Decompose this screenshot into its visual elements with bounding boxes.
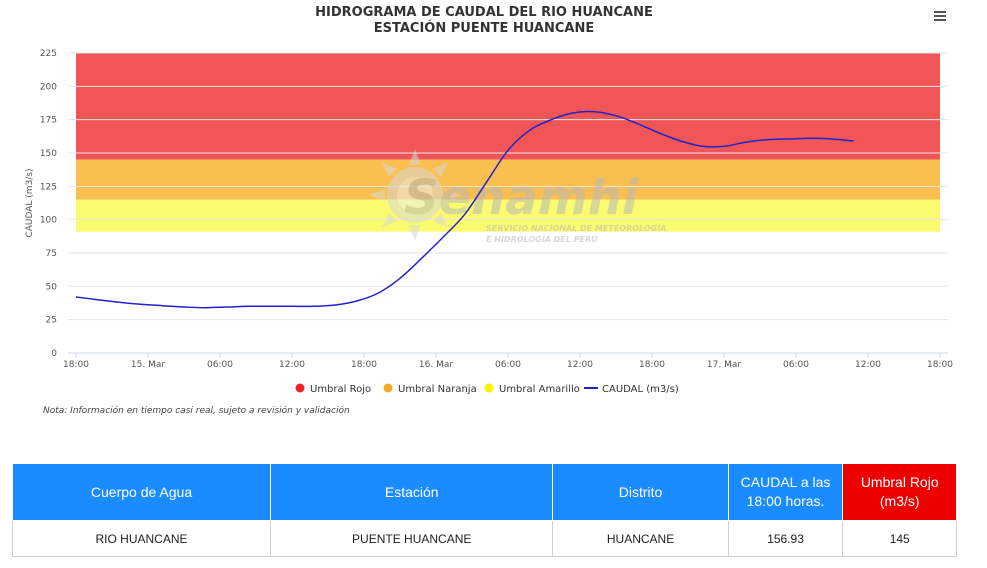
cell-distrito: HUANCANE: [552, 520, 729, 557]
chart-legend: Umbral Rojo Umbral Naranja Umbral Amarillo…: [295, 383, 679, 395]
legend-item-label: Umbral Naranja: [398, 384, 477, 395]
watermark-brand: Senamhi: [404, 170, 639, 226]
x-tick-label: 12:00: [855, 360, 881, 370]
chart-title: HIDROGRAMA DE CAUDAL DEL RIO HUANCANE: [315, 5, 653, 20]
header-estacion: Estación: [270, 463, 554, 521]
y-tick-label: 125: [40, 182, 57, 192]
y-tick-label: 100: [40, 216, 57, 226]
header-umbral-rojo: Umbral Rojo (m3/s): [842, 463, 957, 521]
x-tick-label: 12:00: [567, 360, 593, 370]
legend-marker: [295, 383, 305, 393]
header-distrito: Distrito: [552, 463, 729, 521]
x-tick-label: 12:00: [279, 360, 305, 370]
y-tick-label: 50: [46, 282, 58, 292]
x-tick-label: 06:00: [495, 360, 521, 370]
series-layer: [75, 110, 854, 309]
legend-item-label: CAUDAL (m3/s): [602, 384, 679, 395]
hydrograph-chart: Senamhi SERVICIO NACIONAL DE METEOROLOGÍ…: [25, 5, 953, 395]
legend-item-label: Umbral Rojo: [310, 384, 371, 395]
band-umbral-rojo: [76, 53, 940, 160]
y-tick-label: 75: [46, 249, 57, 259]
x-tick-labels: 18:00 15. Mar 06:00 12:00 18:00 16. Mar 06:00 1…: [63, 353, 953, 370]
grid-lines: [68, 52, 948, 321]
header-caudal: CAUDAL a las 18:00 horas.: [727, 463, 844, 521]
cell-cuerpo-de-agua: RIO HUANCANE: [11, 520, 272, 557]
menu-bar-top: [934, 11, 946, 13]
y-tick-label: 150: [40, 149, 57, 159]
table-header-row: Cuerpo de Agua Estación Distrito CAUDAL …: [11, 463, 957, 521]
watermark-line2: E HIDROLOGÍA DEL PERÚ: [486, 233, 598, 244]
legend-marker: [383, 383, 393, 393]
x-tick-label: 18:00: [927, 360, 953, 370]
header-cuerpo-de-agua: Cuerpo de Agua: [11, 463, 272, 521]
x-tick-label: 15. Mar: [131, 360, 165, 370]
chart-note: Nota: Información en tiempo casi real, s…: [43, 406, 350, 416]
senamhi-watermark: Senamhi SERVICIO NACIONAL DE METEOROLOGÍ…: [369, 149, 666, 244]
cell-umbral-rojo: 145: [842, 520, 957, 557]
chart-subtitle: ESTACIÓN PUENTE HUANCANE: [374, 20, 594, 36]
watermark-line1: SERVICIO NACIONAL DE METEOROLOGÍA: [486, 222, 666, 233]
x-tick-label: 18:00: [351, 360, 377, 370]
station-info-table: Cuerpo de Agua Estación Distrito CAUDAL …: [11, 463, 957, 557]
x-tick-label: 06:00: [783, 360, 809, 370]
x-tick-label: 06:00: [207, 360, 233, 370]
x-tick-label: 18:00: [639, 360, 665, 370]
y-axis-label: CAUDAL (m3/s): [25, 168, 35, 237]
y-tick-label: 225: [40, 49, 57, 59]
threshold-bands: [76, 53, 940, 232]
legend-item-label: Umbral Amarillo: [499, 384, 580, 395]
menu-bar-bottom: [934, 19, 946, 21]
band-umbral-amarillo: [76, 199, 940, 232]
y-tick-label: 0: [51, 349, 57, 359]
x-tick-label: 18:00: [63, 360, 89, 370]
x-tick-label: 17. Mar: [707, 360, 741, 370]
legend-marker: [484, 383, 494, 393]
series-line-caudal: [75, 110, 854, 309]
y-tick-label: 25: [46, 316, 57, 326]
cell-estacion: PUENTE HUANCANE: [270, 520, 554, 557]
table-row: RIO HUANCANE PUENTE HUANCANE HUANCANE 15…: [11, 520, 957, 557]
y-tick-label: 200: [40, 82, 57, 92]
cell-caudal: 156.93: [727, 520, 844, 557]
x-tick-label: 16. Mar: [419, 360, 453, 370]
band-umbral-naranja: [76, 159, 940, 200]
menu-bar-middle: [934, 15, 946, 17]
hamburger-menu-icon[interactable]: [928, 6, 952, 24]
sun-logo-icon: [369, 149, 461, 241]
y-tick-label: 175: [40, 116, 57, 126]
y-tick-labels: 0 25 50 75 100 125 150 175 200 225: [40, 49, 57, 359]
